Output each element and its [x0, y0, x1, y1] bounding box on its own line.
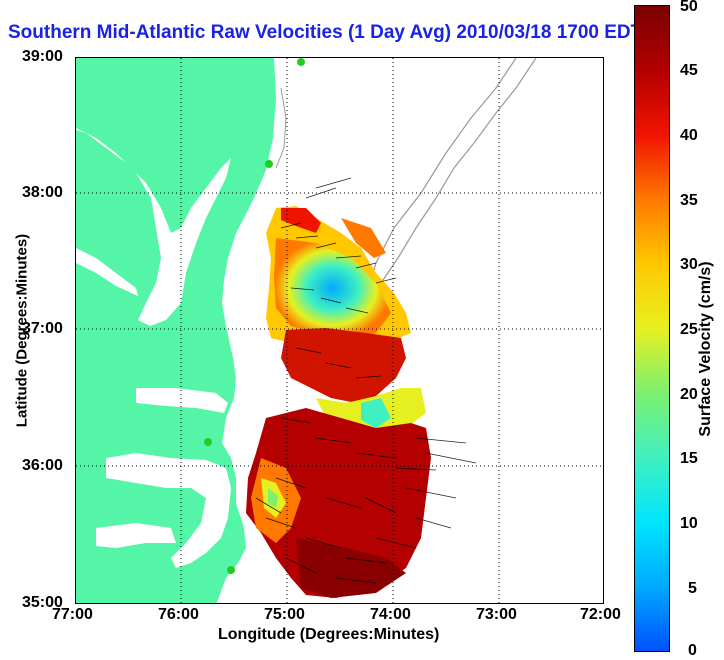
colorbar	[634, 5, 670, 652]
radar-station	[204, 438, 212, 446]
sound-inlet	[96, 523, 176, 548]
river-inlet	[76, 248, 138, 296]
y-tick-label: 36:00	[22, 457, 63, 474]
colorbar-tick: 25	[680, 321, 698, 338]
y-axis-label: Latitude (Degrees:Minutes)	[13, 233, 31, 428]
x-tick-label: 73:00	[476, 606, 517, 623]
map-svg	[76, 58, 603, 603]
albemarle-sound	[136, 388, 228, 413]
y-tick-label: 35:00	[22, 594, 63, 611]
colorbar-tick: 5	[688, 580, 697, 597]
chesapeake-bay	[76, 128, 231, 326]
colorbar-label: Surface Velocity (cm/s)	[697, 261, 714, 437]
map-title: Southern Mid-Atlantic Raw Velocities (1 …	[8, 22, 643, 43]
x-tick-label: 77:00	[52, 606, 93, 623]
colorbar-tick: 40	[680, 127, 698, 144]
x-tick-label: 72:00	[580, 606, 621, 623]
land-mass	[76, 58, 276, 603]
x-axis-label: Longitude (Degrees:Minutes)	[218, 626, 440, 643]
radar-station	[297, 58, 305, 66]
colorbar-tick: 15	[680, 450, 698, 467]
colorbar-tick: 10	[680, 515, 698, 532]
y-tick-label: 39:00	[22, 48, 63, 65]
y-tick-label: 37:00	[22, 320, 63, 337]
bathymetry-contour-2	[380, 58, 537, 284]
y-tick-label: 38:00	[22, 184, 63, 201]
colorbar-tick: 30	[680, 256, 698, 273]
radar-station	[227, 566, 235, 574]
velocity-field	[246, 177, 477, 598]
colorbar-tick: 50	[680, 0, 698, 15]
map-plot-area	[75, 57, 604, 604]
colorbar-tick: 45	[680, 62, 698, 79]
pamlico-sound	[106, 453, 231, 568]
colorbar-tick: 0	[688, 642, 697, 659]
colorbar-tick: 35	[680, 192, 698, 209]
x-tick-label: 76:00	[158, 606, 199, 623]
x-tick-label: 75:00	[264, 606, 305, 623]
colorbar-tick: 20	[680, 386, 698, 403]
bathymetry-contour-3	[275, 87, 287, 169]
x-tick-label: 74:00	[370, 606, 411, 623]
radar-station	[265, 160, 273, 168]
grid	[76, 58, 603, 603]
